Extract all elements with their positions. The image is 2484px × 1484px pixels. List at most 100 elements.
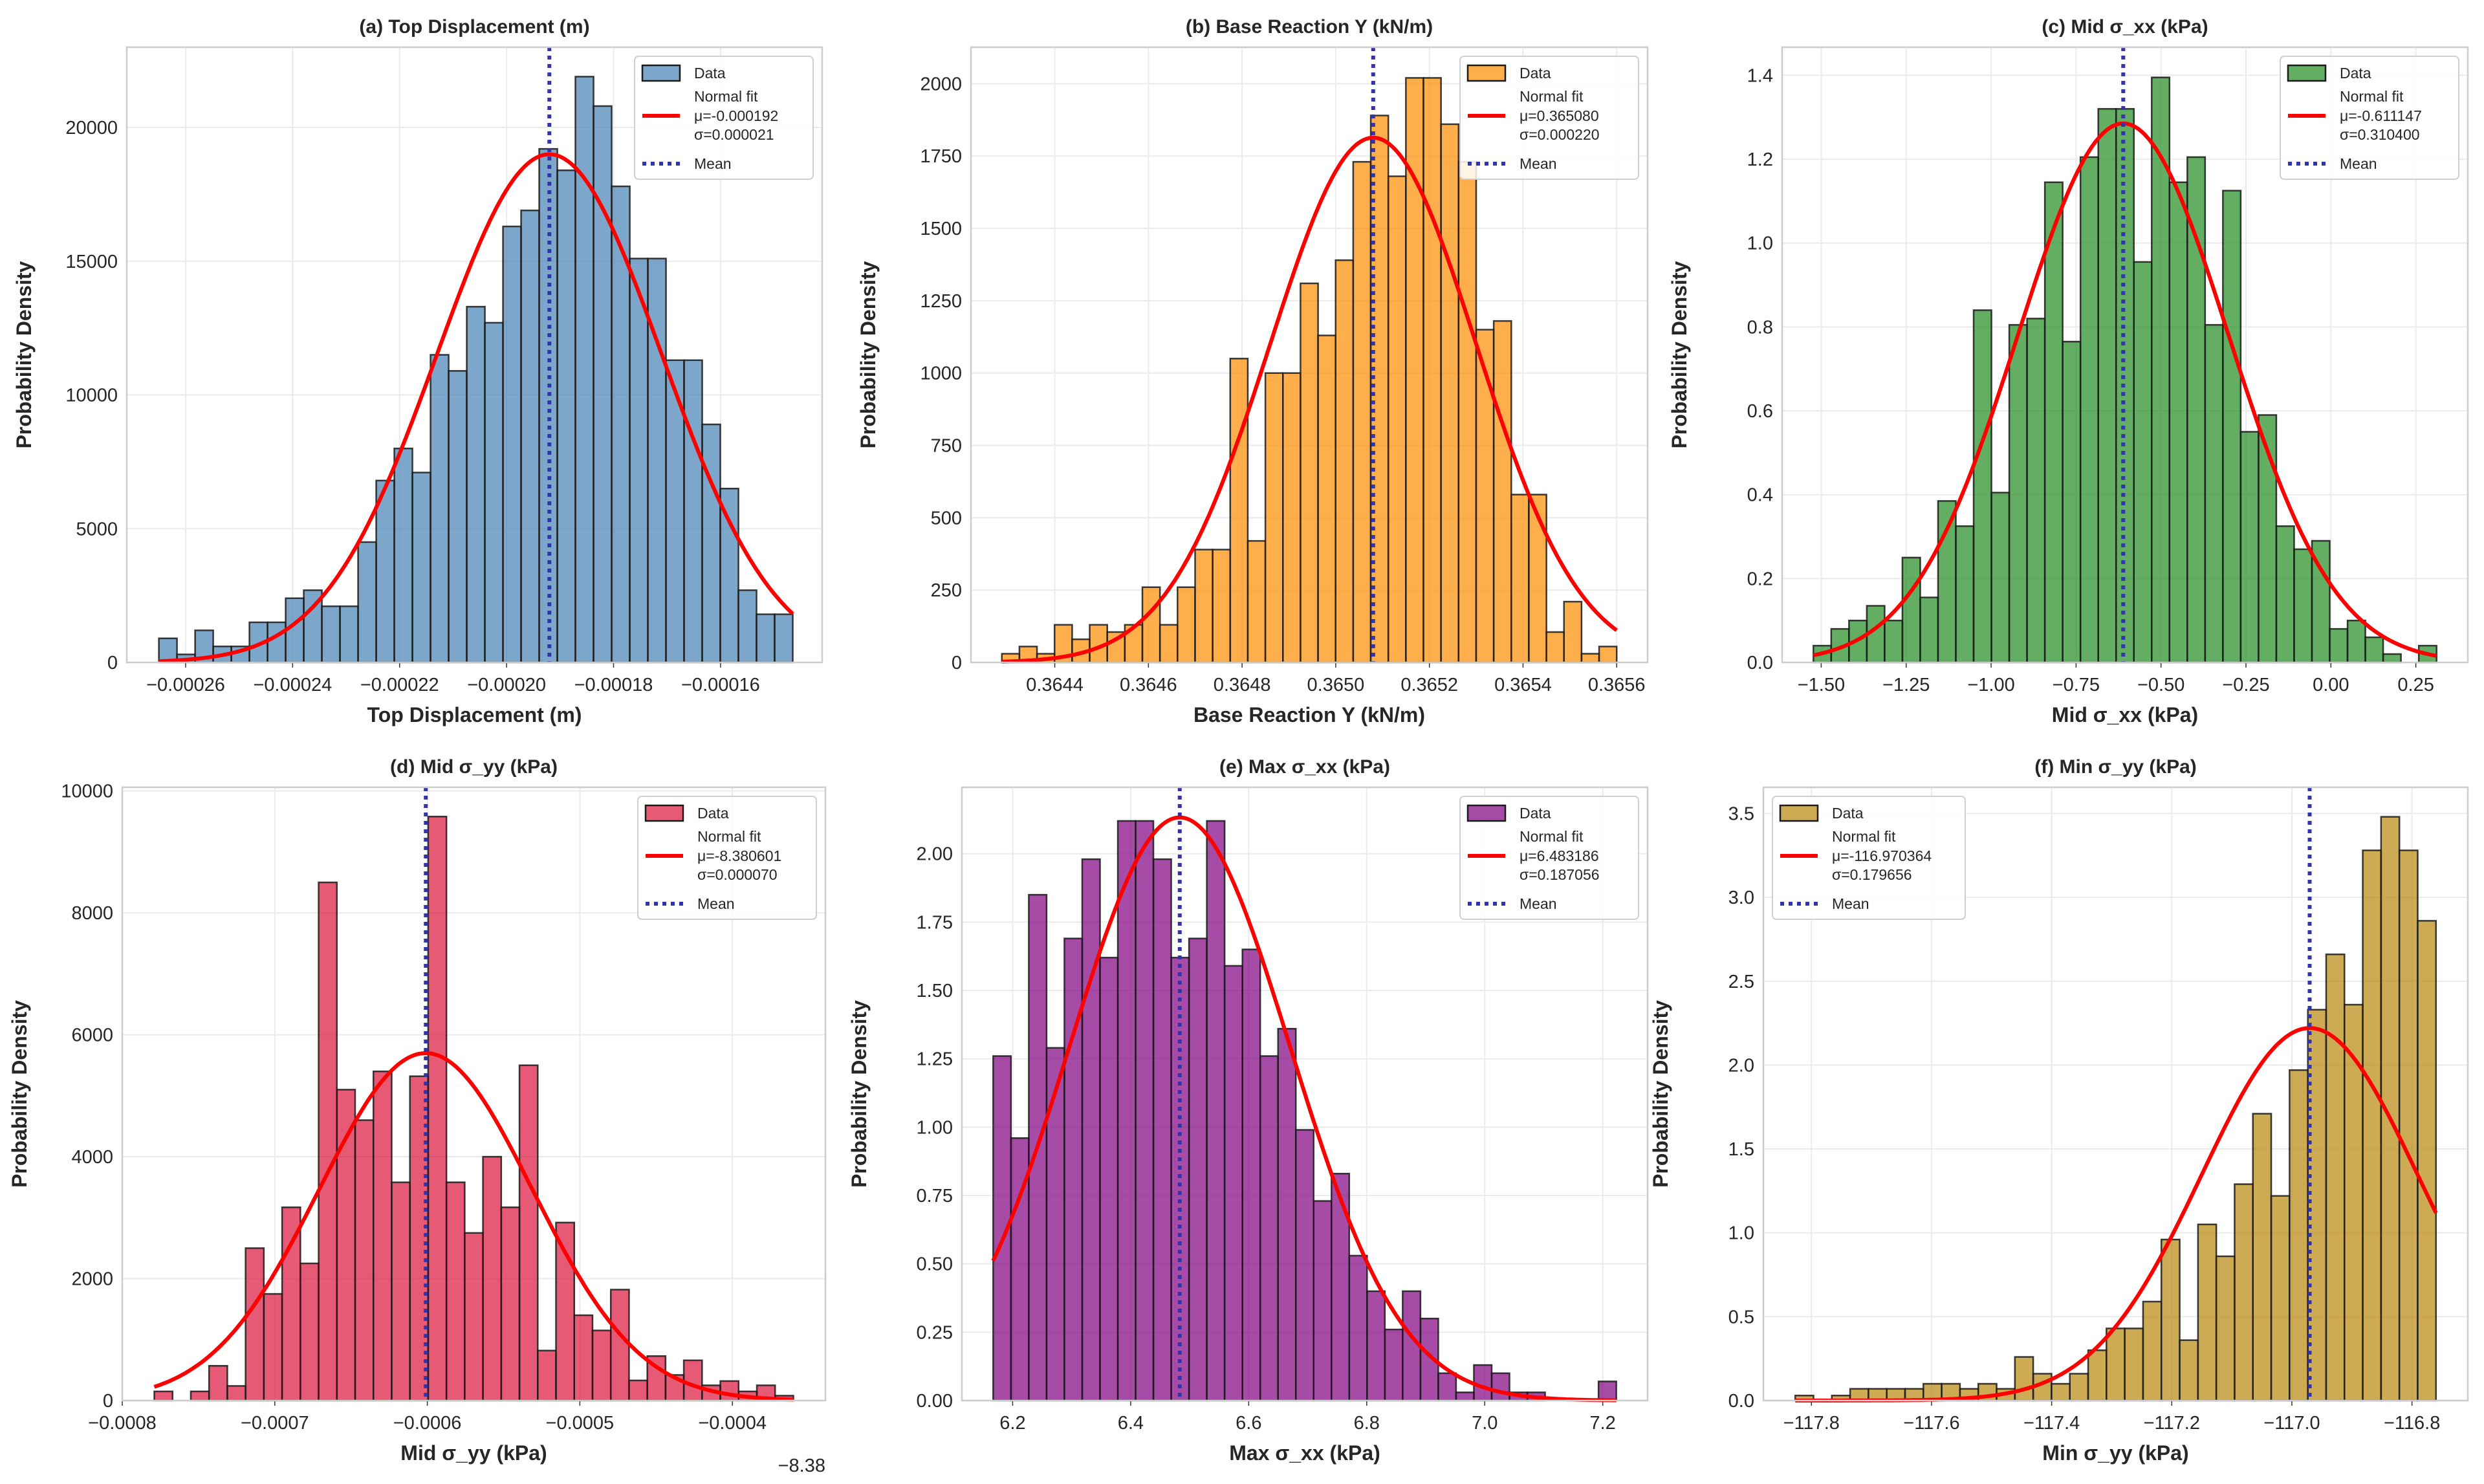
- panel-f: −117.8 −117.6 −117.4 −117.2 −117.0 −116.8 0.0 0…: [1649, 756, 2469, 1465]
- x-tick-label: −0.25: [2222, 675, 2269, 695]
- histogram-bar: [354, 1119, 375, 1402]
- y-tick-label: 8000: [71, 903, 113, 924]
- histogram-bar: [628, 1379, 648, 1402]
- x-tick-label: −0.0006: [393, 1413, 462, 1434]
- histogram-bar: [1282, 372, 1302, 664]
- legend-data-label: Data: [1832, 805, 1864, 822]
- legend-data-swatch: [1779, 804, 1819, 822]
- histogram-bar: [226, 1385, 246, 1402]
- y-tick-label: 1250: [920, 291, 962, 312]
- x-tick-label: 6.6: [1236, 1413, 1261, 1434]
- histogram-bar: [2161, 1238, 2181, 1402]
- histogram-bar: [245, 1247, 265, 1402]
- histogram-bar: [300, 1262, 320, 1402]
- panel-b: 0.3644 0.3646 0.3648 0.3650 0.3652 0.3654 0.36…: [856, 16, 1649, 726]
- x-tick-label: −117.8: [1783, 1413, 1840, 1434]
- panel-d: −0.0008 −0.0007 −0.0006 −0.0005 −0.0004 0 2000…: [8, 756, 827, 1476]
- histogram-bar: [2215, 1255, 2236, 1402]
- histogram-bar: [318, 881, 338, 1402]
- y-tick-label: 10000: [61, 781, 113, 802]
- x-tick-label: −0.0007: [241, 1413, 309, 1434]
- histogram-bar: [1223, 965, 1243, 1402]
- legend-sigma-label: σ=0.000070: [697, 866, 778, 883]
- histogram-bar: [1597, 1380, 1617, 1402]
- x-tick-label: −0.0004: [698, 1413, 767, 1434]
- histogram-bar: [2204, 323, 2224, 664]
- y-axis-label: Probability Density: [856, 261, 880, 448]
- histogram-bar: [737, 589, 757, 664]
- x-axis-label: Mid σ_xx (kPa): [2052, 703, 2198, 726]
- x-tick-label: −116.8: [2384, 1413, 2440, 1434]
- histogram-bar: [2289, 1069, 2309, 1402]
- y-tick-label: 0.6: [1747, 401, 1773, 422]
- legend-data-label: Data: [1520, 805, 1551, 822]
- normal-fit-curve: [1001, 135, 1618, 664]
- legend-data-label: Data: [1520, 65, 1551, 82]
- histogram-bar: [593, 105, 613, 664]
- histogram-bar: [2069, 1373, 2089, 1402]
- histogram-bar: [2344, 1003, 2364, 1402]
- x-axis-label: Mid σ_yy (kPa): [400, 1441, 547, 1465]
- histogram-bar: [1317, 334, 1336, 664]
- x-tick-label: −1.25: [1882, 675, 1930, 695]
- histogram-bar: [1884, 619, 1904, 664]
- axes-frame: [1781, 46, 2469, 664]
- histogram-bar: [1177, 586, 1196, 664]
- histogram-bar: [208, 1365, 228, 1402]
- histogram-bar: [518, 1064, 539, 1402]
- histogram-bar: [2417, 920, 2437, 1402]
- legend-data-label: Data: [694, 65, 726, 82]
- histogram-bar: [1247, 540, 1267, 664]
- y-tick-label: 0: [107, 653, 118, 673]
- histogram-bar: [2382, 653, 2402, 664]
- histogram-bar: [683, 359, 703, 664]
- histogram-bar: [1081, 858, 1101, 1402]
- legend-data-swatch: [1466, 804, 1507, 822]
- legend-data-swatch: [1466, 64, 1507, 82]
- legend-box: [634, 56, 814, 180]
- histogram-bar: [1545, 631, 1565, 664]
- histogram-bar: [393, 447, 413, 664]
- histogram-bar: [1455, 1391, 1475, 1402]
- histogram-bar: [1490, 1372, 1510, 1402]
- histogram-bar: [411, 472, 431, 664]
- y-tick-label: 1.75: [917, 912, 953, 933]
- legend-box: [2280, 56, 2459, 180]
- histogram-bar: [339, 605, 359, 664]
- histogram-bar: [1580, 653, 1600, 664]
- x-tick-label: 0.00: [2313, 675, 2349, 695]
- histogram-bar: [190, 1390, 210, 1402]
- x-tick-label: −0.0008: [88, 1413, 157, 1434]
- x-tick-label: 0.3646: [1120, 675, 1177, 695]
- x-tick-label: 6.8: [1354, 1413, 1380, 1434]
- legend-box: [1459, 56, 1639, 180]
- histogram-bar: [1264, 372, 1284, 664]
- histogram-bar: [537, 1349, 557, 1402]
- histogram-bar: [1422, 77, 1442, 664]
- histogram-bar: [2079, 156, 2099, 664]
- legend: Data Normal fit μ=6.483186 σ=0.187056 Mean: [1459, 796, 1639, 920]
- histogram-bar: [1457, 160, 1477, 664]
- histogram-bar: [2362, 849, 2382, 1402]
- axes-frame: [125, 46, 823, 664]
- histogram-bar: [1229, 358, 1249, 664]
- legend-box: [1459, 796, 1639, 920]
- x-tick-label: −0.75: [2053, 675, 2100, 695]
- legend-data-label: Data: [697, 805, 729, 822]
- legend-sigma-label: σ=0.000220: [1520, 126, 1600, 143]
- x-tick-label: 7.0: [1472, 1413, 1498, 1434]
- legend-mean-label: Mean: [2340, 155, 2377, 172]
- legend-fit-label: Normal fit: [2340, 88, 2404, 105]
- panel-title: (b) Base Reaction Y (kN/m): [1186, 16, 1433, 38]
- normal-fit-curve: [991, 815, 1617, 1402]
- histogram-bar: [1141, 586, 1161, 664]
- y-tick-label: 1750: [920, 146, 962, 167]
- legend-mu-label: μ=-0.000192: [694, 107, 778, 124]
- y-tick-label: 2000: [920, 74, 962, 94]
- y-tick-label: 4000: [71, 1147, 113, 1168]
- panel-title: (a) Top Displacement (m): [359, 16, 589, 38]
- panel-a: −0.00026 −0.00024 −0.00022 −0.00020 −0.00018…: [12, 16, 823, 726]
- x-tick-label: 0.3648: [1214, 675, 1271, 695]
- legend-mean-label: Mean: [1520, 895, 1557, 912]
- histogram-bar: [1259, 1055, 1279, 1402]
